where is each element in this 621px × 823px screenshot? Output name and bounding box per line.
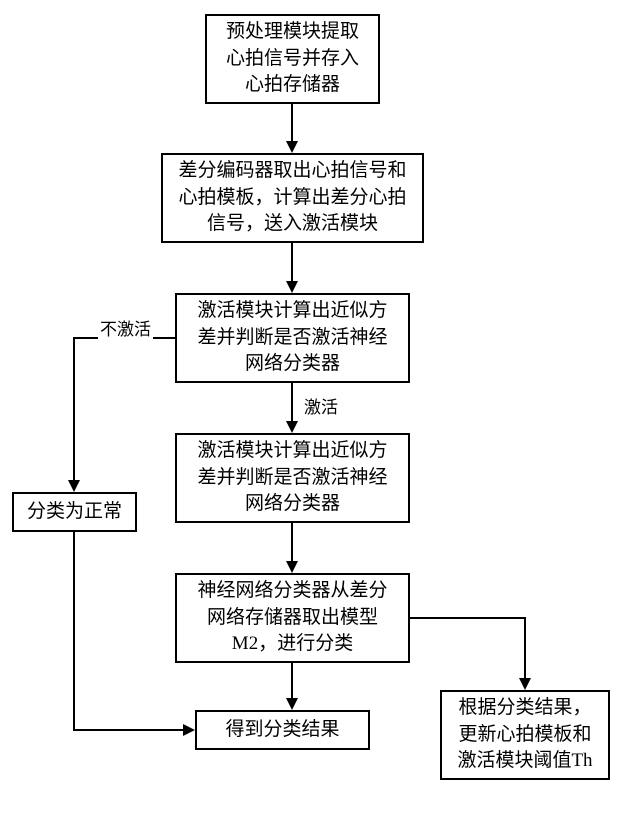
node-text: 得到分类结果 [225, 717, 339, 744]
flow-node-activate-compute: 激活模块计算出近似方差并判断是否激活神经网络分类器 [175, 433, 410, 523]
edge-arrow [286, 141, 298, 153]
flow-node-update-template: 根据分类结果，更新心拍模板和激活模块阈值Th [440, 690, 610, 780]
node-text: 根据分类结果，更新心拍模板和激活模块阈值Th [454, 695, 596, 775]
flow-node-nn-classifier: 神经网络分类器从差分网络存储器取出模型M2，进行分类 [175, 573, 410, 663]
edge-arrow [183, 724, 195, 736]
edge-line [524, 617, 526, 678]
edge-line [291, 383, 293, 421]
flow-node-diff-encoder: 差分编码器取出心拍信号和心拍模板，计算出差分心拍信号，送入激活模块 [161, 153, 424, 243]
node-text: 激活模块计算出近似方差并判断是否激活神经网络分类器 [189, 298, 396, 378]
edge-arrow [286, 698, 298, 710]
edge-line [410, 617, 526, 619]
edge-line [73, 729, 183, 731]
edge-arrow [68, 480, 80, 492]
edge-line [291, 104, 293, 141]
edge-line [73, 337, 75, 480]
edge-arrow [286, 421, 298, 433]
node-text: 激活模块计算出近似方差并判断是否激活神经网络分类器 [189, 438, 396, 518]
edge-line [291, 523, 293, 561]
flow-node-classify-normal: 分类为正常 [12, 492, 137, 532]
edge-arrow [519, 678, 531, 690]
edge-line [291, 663, 293, 698]
node-text: 差分编码器取出心拍信号和心拍模板，计算出差分心拍信号，送入激活模块 [175, 158, 410, 238]
flow-node-activate-decision: 激活模块计算出近似方差并判断是否激活神经网络分类器 [175, 293, 410, 383]
node-text: 分类为正常 [27, 499, 122, 526]
node-text: 神经网络分类器从差分网络存储器取出模型M2，进行分类 [189, 578, 396, 658]
edge-line [291, 243, 293, 281]
edge-label-not-activate: 不激活 [98, 315, 153, 340]
edge-line [73, 532, 75, 730]
flow-node-preprocess: 预处理模块提取心拍信号并存入心拍存储器 [205, 14, 380, 104]
edge-arrow [286, 281, 298, 293]
node-text: 预处理模块提取心拍信号并存入心拍存储器 [219, 19, 366, 99]
edge-label-activate: 激活 [302, 393, 340, 418]
edge-arrow [286, 561, 298, 573]
flow-node-result: 得到分类结果 [195, 710, 370, 750]
